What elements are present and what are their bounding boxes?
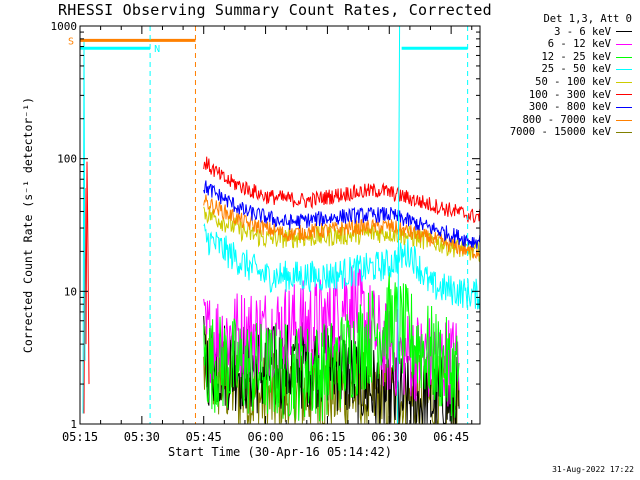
x-tick-label: 06:45	[433, 430, 469, 444]
x-tick-label: 06:30	[371, 430, 407, 444]
legend-item: 7000 - 15000 keV	[482, 126, 632, 139]
legend-swatch	[616, 106, 632, 108]
flag-label-S: S	[68, 36, 74, 47]
series-line	[203, 156, 480, 224]
y-tick-label: 10	[64, 285, 77, 298]
marker-solid	[397, 26, 401, 424]
legend-item: 12 - 25 keV	[482, 51, 632, 64]
legend-item: 100 - 300 keV	[482, 89, 632, 102]
x-tick-label: 05:45	[186, 430, 222, 444]
series-line	[203, 194, 480, 260]
legend-item-label: 800 - 7000 keV	[522, 113, 611, 126]
legend-item: 50 - 100 keV	[482, 76, 632, 89]
x-tick-label: 05:15	[62, 430, 98, 444]
legend-swatch	[616, 43, 632, 45]
y-tick-label: 1000	[51, 20, 78, 33]
legend-item-label: 7000 - 15000 keV	[509, 126, 611, 139]
x-axis-label: Start Time (30-Apr-16 05:14:42)	[168, 445, 392, 459]
legend-item-label: 3 - 6 keV	[554, 25, 611, 38]
legend-item: 3 - 6 keV	[482, 26, 632, 39]
legend-item: 300 - 800 keV	[482, 101, 632, 114]
x-tick-label: 05:30	[124, 430, 160, 444]
legend-item: 6 - 12 keV	[482, 38, 632, 51]
legend-item: 25 - 50 keV	[482, 63, 632, 76]
legend-item: 800 - 7000 keV	[482, 114, 632, 127]
legend-swatch	[616, 94, 632, 96]
plot-frame	[79, 25, 481, 425]
legend-swatch	[616, 81, 632, 83]
y-tick-label: 1	[70, 418, 77, 431]
legend-swatch	[616, 132, 632, 134]
series-line	[203, 272, 460, 422]
x-tick-label: 06:15	[309, 430, 345, 444]
legend-swatch	[616, 56, 632, 58]
legend-item-label: 25 - 50 keV	[541, 63, 611, 76]
series-line	[203, 223, 480, 310]
legend-swatch	[616, 69, 632, 71]
legend-item-label: 100 - 300 keV	[528, 88, 611, 101]
series-line	[203, 180, 480, 249]
legend-item-label: 6 - 12 keV	[547, 38, 611, 51]
legend-swatch	[616, 31, 632, 33]
chart-title: RHESSI Observing Summary Count Rates, Co…	[58, 1, 492, 19]
legend-swatch	[616, 119, 632, 121]
legend: Det 1,3, Att 0 3 - 6 keV 6 - 12 keV 12 - 2…	[482, 13, 632, 139]
y-axis-label: Corrected Count Rate (s⁻¹ detector⁻¹)	[21, 97, 35, 353]
plot-area	[80, 26, 480, 424]
legend-item-label: 300 - 800 keV	[528, 101, 611, 114]
legend-item-label: 50 - 100 keV	[535, 75, 611, 88]
legend-item-label: 12 - 25 keV	[541, 50, 611, 63]
x-tick-label: 06:00	[248, 430, 284, 444]
legend-header: Det 1,3, Att 0	[543, 13, 632, 25]
y-tick-label: 100	[57, 153, 77, 166]
flag-label-N: N	[154, 44, 160, 55]
footer-date: 31-Aug-2022 17:22	[552, 465, 634, 474]
